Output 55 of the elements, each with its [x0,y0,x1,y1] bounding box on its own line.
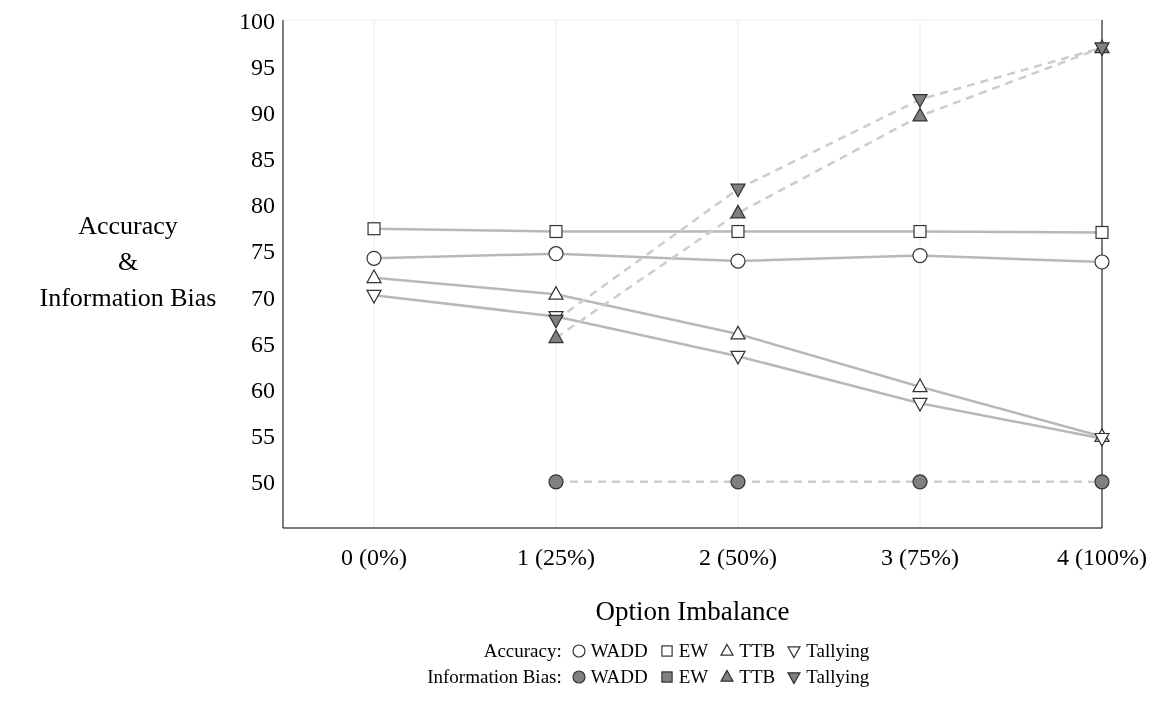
legend-label: WADD [590,666,648,688]
y-tick-label: 60 [251,376,275,403]
legend-label: Tallying [806,640,870,662]
y-tick-label: 80 [251,192,275,219]
x-tick-label: 2 (50%) [699,544,777,571]
point [366,250,382,266]
x-axis-title: Option Imbalance [595,596,790,626]
point [913,224,927,239]
legend-label: TTB [739,640,776,662]
point [730,253,746,269]
point [548,329,564,344]
y-tick-label: 75 [251,238,275,265]
y-tick-label: 55 [251,423,275,450]
point [1094,474,1110,490]
y-tick-label: 90 [251,99,275,126]
x-tick-label: 4 (100%) [1057,544,1147,571]
legend-label: EW [678,666,709,688]
point [1094,254,1110,270]
point [912,397,928,412]
x-tick-label: 1 (25%) [517,544,595,571]
legend-label: WADD [590,640,648,662]
text: Information Bias: [426,666,562,688]
point [549,224,563,239]
point [366,289,382,304]
point [912,93,928,108]
point [912,474,928,490]
point [912,378,928,393]
point [912,107,928,122]
point [1094,432,1110,447]
point [367,222,381,236]
y-tick-label: 65 [251,330,275,357]
point [731,224,745,239]
text: Accuracy: [482,640,562,662]
point [1095,225,1109,239]
point [548,474,564,490]
y-tick-label: 100 [239,7,275,34]
y-axis-title: Accuracy & Information Bias [38,210,218,314]
y-tick-label: 95 [251,53,275,80]
x-tick-label: 3 (75%) [881,544,959,571]
point [730,183,746,198]
legend-label: Tallying [806,666,870,688]
point [730,350,746,365]
point [730,204,746,219]
point [730,474,746,490]
point [912,247,928,264]
legend-label: TTB [739,666,776,688]
point [548,286,564,300]
y-tick-label: 85 [251,146,275,173]
x-tick-label: 0 (0%) [341,544,407,571]
point [730,325,746,340]
point [366,269,382,284]
y-tick-label: 50 [251,469,275,496]
y-tick-label: 70 [251,284,275,311]
legend-label: EW [678,640,709,662]
point [548,246,564,262]
